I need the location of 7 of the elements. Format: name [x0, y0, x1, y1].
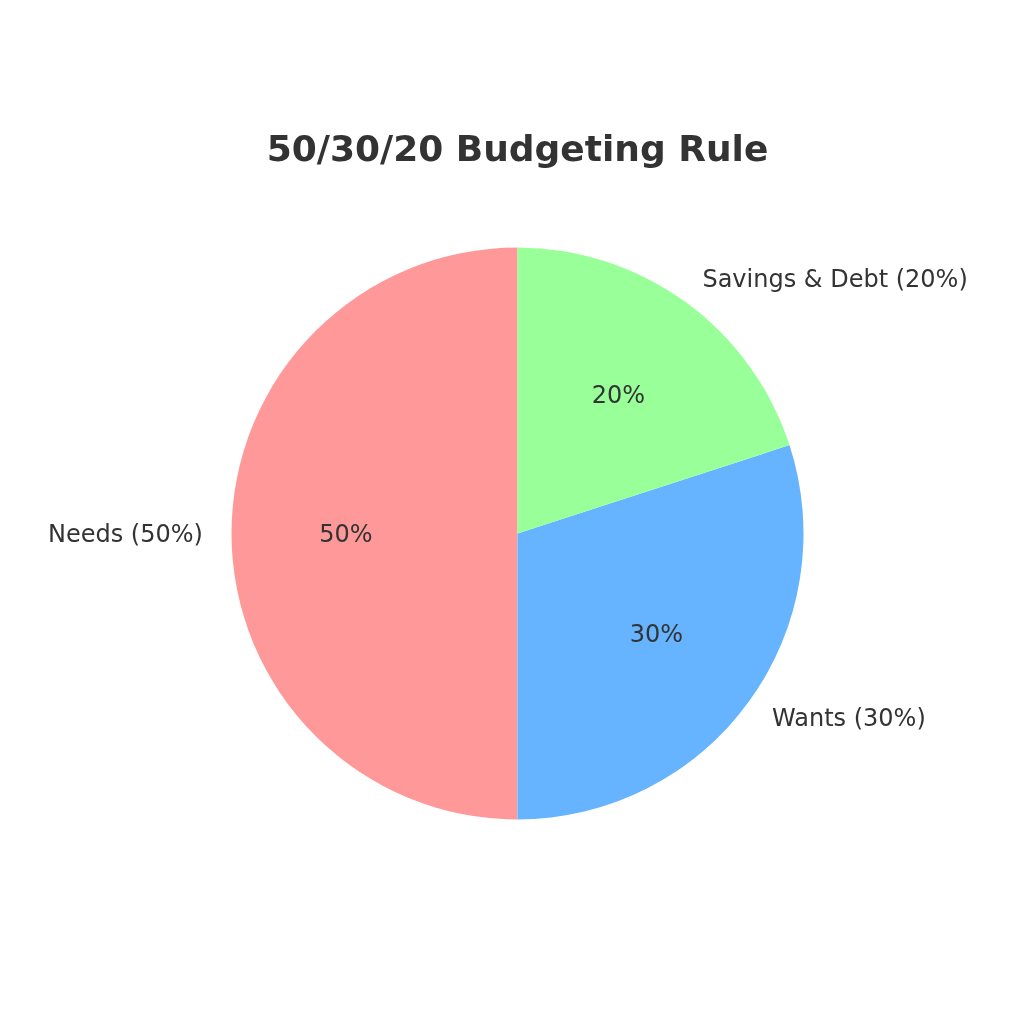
slice-label: Wants (30%) [772, 704, 926, 733]
data-label: 30% [629, 620, 683, 649]
data-label: 50% [319, 519, 373, 548]
slice-label: Needs (50%) [47, 519, 203, 548]
chart-title: 50/30/20 Budgeting Rule [266, 128, 769, 169]
data-label: 20% [591, 380, 646, 409]
slice-label: Savings & Debt (20%) [702, 264, 968, 293]
